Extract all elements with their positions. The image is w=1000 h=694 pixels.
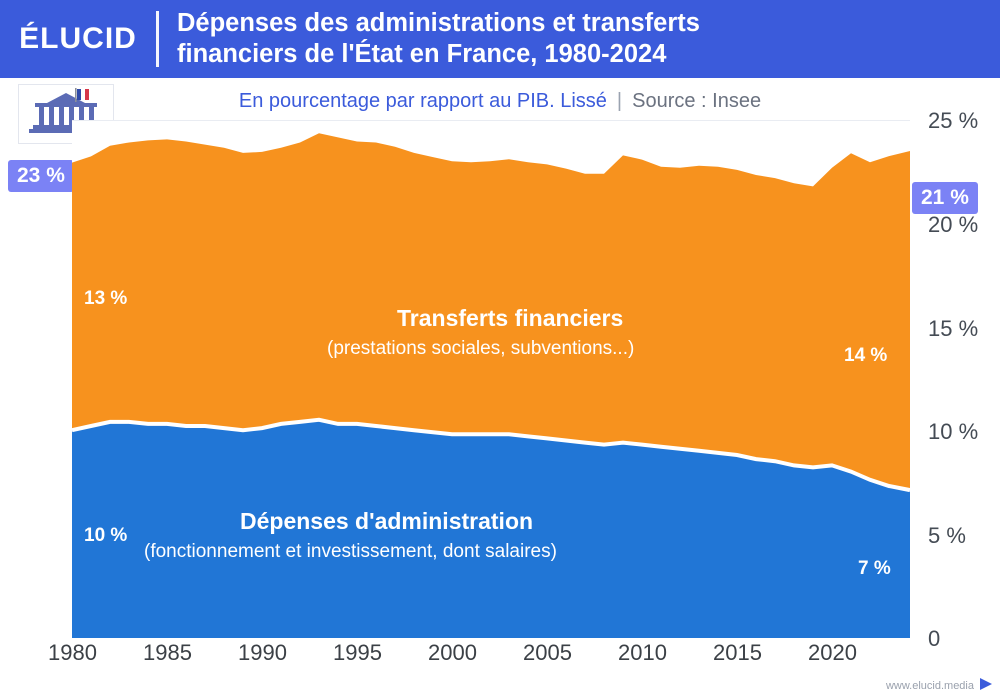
- y-axis: 25 % 20 % 15 % 10 % 5 % 0: [916, 108, 1000, 651]
- plot-area: Transferts financiers (prestations socia…: [72, 120, 910, 638]
- y-tick-5: 5 %: [928, 523, 966, 548]
- header-divider: [156, 11, 159, 67]
- x-tick-1995: 1995: [333, 640, 382, 665]
- series-separator-line: [72, 417, 910, 493]
- x-tick-1985: 1985: [143, 640, 192, 665]
- value-administration-start: 10 %: [84, 525, 128, 546]
- gridline-25: [72, 120, 910, 121]
- badge-total-start: 23 %: [8, 160, 74, 192]
- value-transferts-start: 13 %: [84, 288, 128, 309]
- french-flag-icon: [75, 88, 89, 102]
- x-tick-2010: 2010: [618, 640, 667, 665]
- footer-arrow-icon: [980, 678, 992, 690]
- chart-container: Transferts financiers (prestations socia…: [0, 108, 1000, 651]
- brand-logo: ÉLUCID: [19, 22, 137, 55]
- y-tick-15: 15 %: [928, 316, 979, 341]
- x-tick-1980: 1980: [48, 640, 97, 665]
- label-administration-title: Dépenses d'administration: [240, 508, 534, 534]
- chart-subtitle: En pourcentage par rapport au PIB. Lissé: [238, 89, 607, 112]
- x-tick-2005: 2005: [523, 640, 572, 665]
- subtitle-bar: En pourcentage par rapport au PIB. Lissé…: [0, 78, 1000, 124]
- x-tick-2020: 2020: [808, 640, 857, 665]
- series-administration-area: [72, 419, 910, 638]
- value-administration-end: 7 %: [858, 558, 891, 579]
- footer: www.elucid.media: [0, 676, 1000, 694]
- footer-url: www.elucid.media: [885, 680, 974, 692]
- y-tick-25: 25 %: [928, 108, 979, 133]
- page-title-line1: Dépenses des administrations et transfer…: [177, 9, 700, 37]
- y-tick-10: 10 %: [928, 419, 979, 444]
- stacked-area-svg: [72, 133, 910, 638]
- y-tick-20: 20 %: [928, 212, 979, 237]
- label-administration-sublabel: (fonctionnement et investissement, dont …: [144, 541, 557, 562]
- label-transferts-sublabel: (prestations sociales, subventions...): [327, 338, 635, 359]
- page-title-line2: financiers de l'État en France, 1980-202…: [177, 40, 667, 68]
- page-header: ÉLUCID Dépenses des administrations et t…: [0, 0, 1000, 78]
- x-tick-1990: 1990: [238, 640, 287, 665]
- label-transferts-title: Transferts financiers: [397, 305, 624, 331]
- x-axis: 1980 1985 1990 1995 2000 2005 2010 2015 …: [0, 640, 1000, 676]
- chart-source: Source : Insee: [632, 89, 762, 112]
- subtitle-separator: |: [616, 89, 623, 112]
- badge-total-end: 21 %: [912, 182, 978, 214]
- value-transferts-end: 14 %: [844, 345, 888, 366]
- y-tick-0: 0: [928, 626, 941, 651]
- x-tick-2015: 2015: [713, 640, 762, 665]
- x-tick-2000: 2000: [428, 640, 477, 665]
- page-title: Dépenses des administrations et transfer…: [159, 8, 700, 70]
